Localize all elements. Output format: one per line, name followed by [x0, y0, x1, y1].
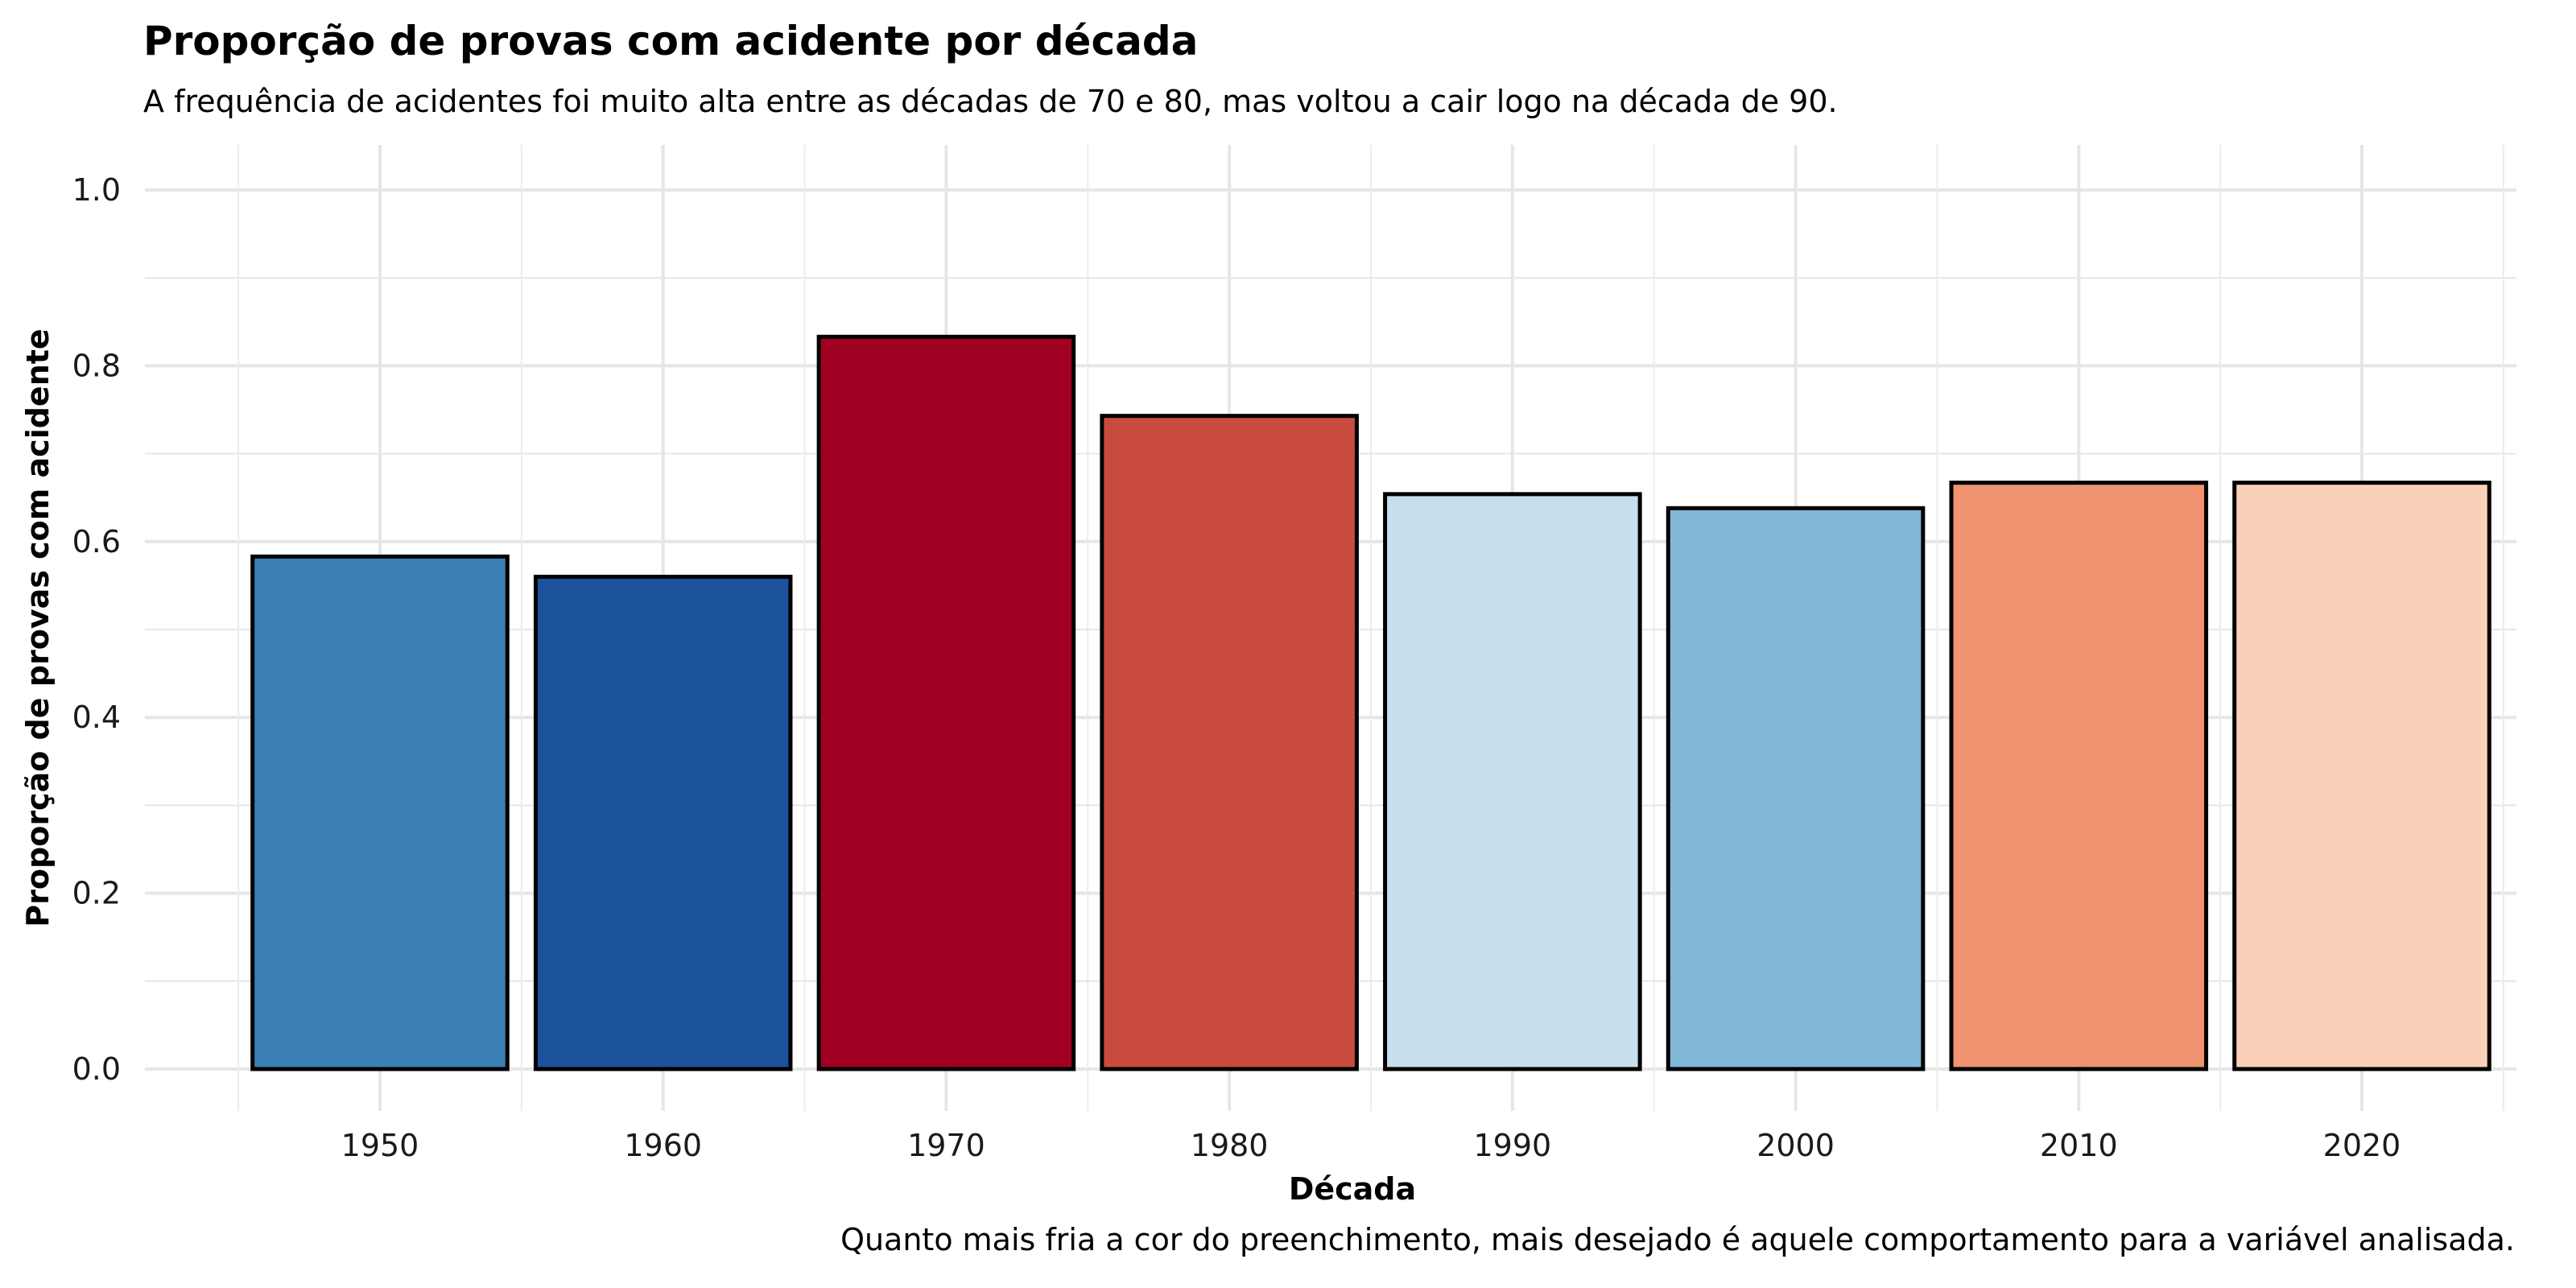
chart-caption: Quanto mais fria a cor do preenchimento,… — [840, 1222, 2515, 1257]
y-tick-label: 0.8 — [72, 348, 121, 383]
bar-1950 — [250, 554, 510, 1071]
bar-1990 — [1383, 492, 1642, 1071]
chart-title: Proporção de provas com acidente por déc… — [143, 18, 1199, 64]
bar-1980 — [1100, 414, 1359, 1071]
y-axis-ticks: 0.0 0.2 0.4 0.6 0.8 1.0 — [72, 172, 121, 1087]
x-tick-label: 1950 — [341, 1128, 419, 1163]
bar-2000 — [1666, 506, 1926, 1071]
x-tick-label: 1970 — [907, 1128, 985, 1163]
chart-subtitle: A frequência de acidentes foi muito alta… — [143, 84, 1838, 119]
x-axis-ticks: 1950 1960 1970 1980 1990 2000 2010 2020 — [341, 1128, 2401, 1163]
x-tick-label: 1960 — [624, 1128, 702, 1163]
bar-1960 — [533, 574, 793, 1071]
x-tick-label: 1980 — [1191, 1128, 1269, 1163]
bars — [250, 334, 2491, 1071]
y-tick-label: 0.4 — [72, 700, 121, 735]
x-tick-label: 1990 — [1473, 1128, 1551, 1163]
x-tick-label: 2010 — [2040, 1128, 2118, 1163]
x-tick-label: 2000 — [1757, 1128, 1835, 1163]
bar-2010 — [1949, 481, 2209, 1071]
bar-2020 — [2232, 481, 2491, 1071]
y-tick-label: 0.0 — [72, 1051, 121, 1087]
y-axis-title: Proporção de provas com acidente — [20, 328, 56, 927]
y-tick-label: 0.6 — [72, 524, 121, 559]
y-tick-label: 1.0 — [72, 172, 121, 208]
y-tick-label: 0.2 — [72, 876, 121, 911]
x-tick-label: 2020 — [2323, 1128, 2401, 1163]
bar-1970 — [816, 334, 1076, 1071]
x-axis-title: Década — [1289, 1171, 1416, 1207]
